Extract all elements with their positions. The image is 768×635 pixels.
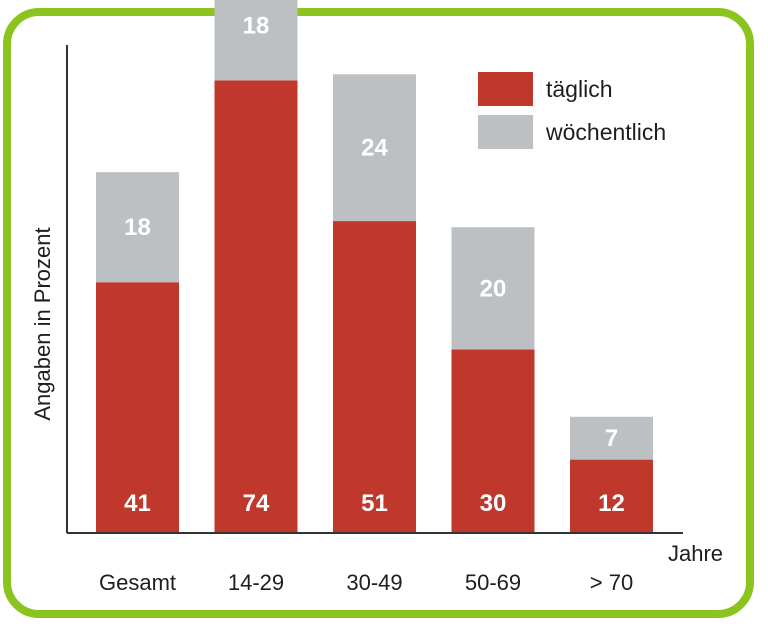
bar-segment-woechentlich-4 bbox=[570, 416, 653, 460]
x-axis-label: Jahre bbox=[668, 541, 723, 566]
data-label-taeglich-3: 30 bbox=[480, 490, 507, 517]
x-tick-label-3: 50-69 bbox=[465, 570, 521, 595]
bar-segment-taeglich-1 bbox=[214, 80, 298, 533]
data-label-taeglich-1: 74 bbox=[243, 490, 270, 517]
legend-swatch-taeglich bbox=[478, 72, 533, 106]
data-label-woechentlich-1: 18 bbox=[243, 12, 270, 39]
legend-label-taeglich: täglich bbox=[546, 76, 612, 102]
x-tick-labels: Gesamt 14-29 30-49 50-69 > 70 bbox=[99, 570, 633, 595]
bar-segment-woechentlich-0 bbox=[96, 172, 179, 283]
legend: täglich wöchentlich bbox=[478, 72, 666, 149]
data-label-woechentlich-2: 24 bbox=[361, 135, 388, 162]
bar-labels-group: 41 18 74 18 51 24 30 20 12 7 bbox=[124, 12, 625, 517]
x-tick-label-0: Gesamt bbox=[99, 570, 176, 595]
legend-label-woechentlich: wöchentlich bbox=[545, 119, 666, 145]
x-tick-label-2: 30-49 bbox=[346, 570, 402, 595]
bar-segment-woechentlich-2 bbox=[333, 74, 416, 222]
data-label-taeglich-0: 41 bbox=[124, 490, 151, 517]
data-label-taeglich-2: 51 bbox=[361, 490, 388, 517]
bar-segment-taeglich-2 bbox=[333, 221, 416, 534]
x-tick-label-1: 14-29 bbox=[228, 570, 284, 595]
bar-segment-taeglich-0 bbox=[96, 282, 179, 533]
bars-group bbox=[96, 0, 653, 534]
legend-swatch-woechentlich bbox=[478, 115, 533, 149]
x-tick-label-4: > 70 bbox=[590, 570, 633, 595]
bar-segment-woechentlich-1 bbox=[214, 0, 298, 81]
data-label-taeglich-4: 12 bbox=[598, 490, 625, 517]
data-label-woechentlich-4: 7 bbox=[605, 425, 618, 452]
data-label-woechentlich-0: 18 bbox=[124, 214, 151, 241]
bar-segment-taeglich-4 bbox=[570, 459, 653, 533]
bar-segment-woechentlich-3 bbox=[451, 227, 535, 350]
y-axis-label: Angaben in Prozent bbox=[30, 227, 55, 420]
data-label-woechentlich-3: 20 bbox=[480, 275, 507, 302]
bar-segment-taeglich-3 bbox=[451, 349, 535, 533]
